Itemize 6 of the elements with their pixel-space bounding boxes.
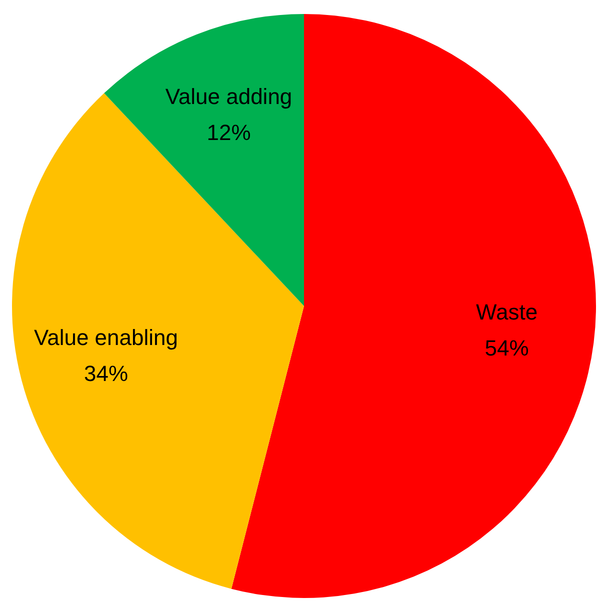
slice-label: Waste [476, 300, 538, 325]
data-label: 12% [206, 120, 251, 146]
slice-label: Value adding [165, 84, 292, 110]
data-label: 34% [84, 360, 128, 386]
data-label: 54% [484, 336, 529, 361]
slice-label: Value enabling [34, 324, 178, 350]
